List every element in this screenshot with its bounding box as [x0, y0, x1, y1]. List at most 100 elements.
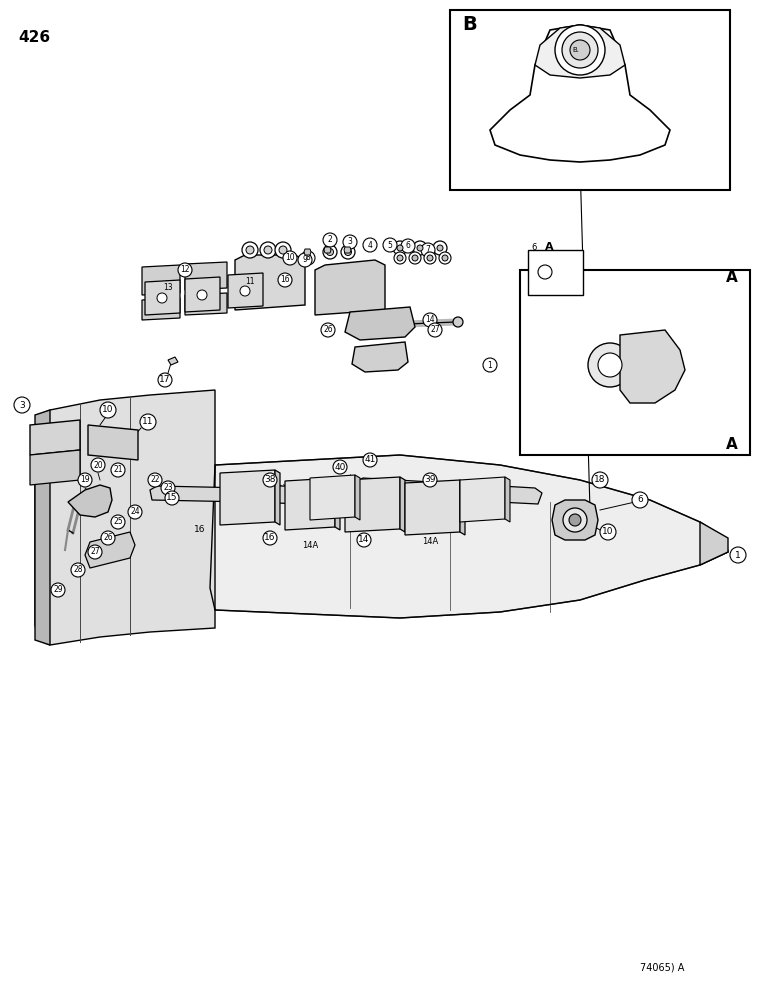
Circle shape [88, 545, 102, 559]
Circle shape [570, 40, 590, 60]
Circle shape [541, 368, 555, 382]
Circle shape [298, 253, 312, 267]
Circle shape [563, 508, 587, 532]
Circle shape [421, 243, 435, 257]
Circle shape [246, 246, 254, 254]
Bar [528, 250, 583, 295]
Text: 16: 16 [280, 275, 290, 284]
Polygon shape [505, 477, 510, 522]
Polygon shape [168, 357, 178, 365]
Circle shape [383, 238, 397, 252]
Text: 11: 11 [245, 277, 255, 286]
Text: 14A: 14A [302, 540, 318, 550]
Bar [450, 10, 730, 190]
Circle shape [158, 373, 172, 387]
Polygon shape [185, 277, 220, 312]
Polygon shape [315, 260, 385, 315]
Text: 74065) A: 74065) A [640, 962, 684, 972]
Circle shape [401, 239, 415, 253]
Text: 21: 21 [113, 466, 123, 475]
Text: 12: 12 [180, 265, 190, 274]
Circle shape [128, 505, 142, 519]
Circle shape [78, 473, 92, 487]
Text: 16: 16 [264, 534, 276, 542]
Circle shape [483, 358, 497, 372]
Polygon shape [235, 255, 305, 310]
Circle shape [393, 241, 407, 255]
Circle shape [397, 245, 403, 251]
Text: 27: 27 [90, 548, 100, 556]
Polygon shape [145, 280, 180, 315]
Circle shape [148, 473, 162, 487]
Polygon shape [220, 470, 275, 525]
Circle shape [260, 242, 276, 258]
Text: 18: 18 [594, 476, 606, 485]
Circle shape [693, 321, 707, 335]
Circle shape [428, 323, 442, 337]
Circle shape [563, 388, 577, 402]
Text: 34: 34 [685, 390, 695, 399]
Polygon shape [185, 262, 227, 290]
Text: 32: 32 [543, 370, 553, 379]
Text: 24: 24 [130, 508, 140, 516]
Text: 2: 2 [327, 235, 333, 244]
Text: 14: 14 [425, 316, 435, 324]
Circle shape [344, 248, 351, 255]
Polygon shape [355, 478, 542, 504]
Polygon shape [700, 522, 728, 565]
Text: 6: 6 [405, 241, 411, 250]
Circle shape [301, 251, 315, 265]
Circle shape [165, 491, 179, 505]
Circle shape [397, 255, 403, 261]
Text: A: A [545, 242, 554, 252]
Polygon shape [345, 477, 400, 532]
Polygon shape [30, 420, 80, 455]
Polygon shape [460, 477, 505, 522]
Text: 35: 35 [650, 406, 660, 414]
Circle shape [569, 514, 581, 526]
Circle shape [161, 281, 175, 295]
Text: 10: 10 [602, 528, 614, 536]
Circle shape [51, 583, 65, 597]
Text: 4: 4 [367, 240, 372, 249]
Text: 36: 36 [690, 351, 700, 360]
Text: 19: 19 [80, 476, 90, 485]
Polygon shape [228, 273, 263, 308]
Circle shape [688, 348, 702, 362]
Text: 31: 31 [565, 390, 575, 399]
Polygon shape [552, 500, 598, 540]
Circle shape [433, 241, 447, 255]
Circle shape [648, 403, 662, 417]
Circle shape [71, 563, 85, 577]
Text: 426: 426 [18, 30, 50, 45]
Text: 14A: 14A [422, 538, 438, 546]
Circle shape [592, 472, 608, 488]
Text: A: A [726, 270, 738, 285]
Text: 3: 3 [347, 237, 353, 246]
Circle shape [157, 293, 167, 303]
Polygon shape [460, 480, 465, 535]
Polygon shape [185, 293, 227, 315]
Text: A: A [726, 437, 738, 452]
Text: 37: 37 [695, 324, 705, 332]
Circle shape [197, 290, 207, 300]
Polygon shape [355, 475, 360, 520]
Polygon shape [304, 249, 311, 255]
Circle shape [394, 252, 406, 264]
Circle shape [453, 317, 463, 327]
Circle shape [363, 453, 377, 467]
Circle shape [242, 242, 258, 258]
Circle shape [683, 388, 697, 402]
Circle shape [263, 473, 277, 487]
Text: B.: B. [573, 47, 580, 53]
Circle shape [111, 515, 125, 529]
Polygon shape [150, 486, 252, 502]
Polygon shape [352, 342, 408, 372]
Polygon shape [30, 450, 80, 485]
Polygon shape [344, 247, 351, 253]
Text: 26: 26 [323, 326, 333, 334]
Text: 11: 11 [142, 418, 154, 426]
Text: 13: 13 [163, 284, 173, 292]
Text: 27: 27 [430, 326, 440, 334]
Circle shape [343, 235, 357, 249]
